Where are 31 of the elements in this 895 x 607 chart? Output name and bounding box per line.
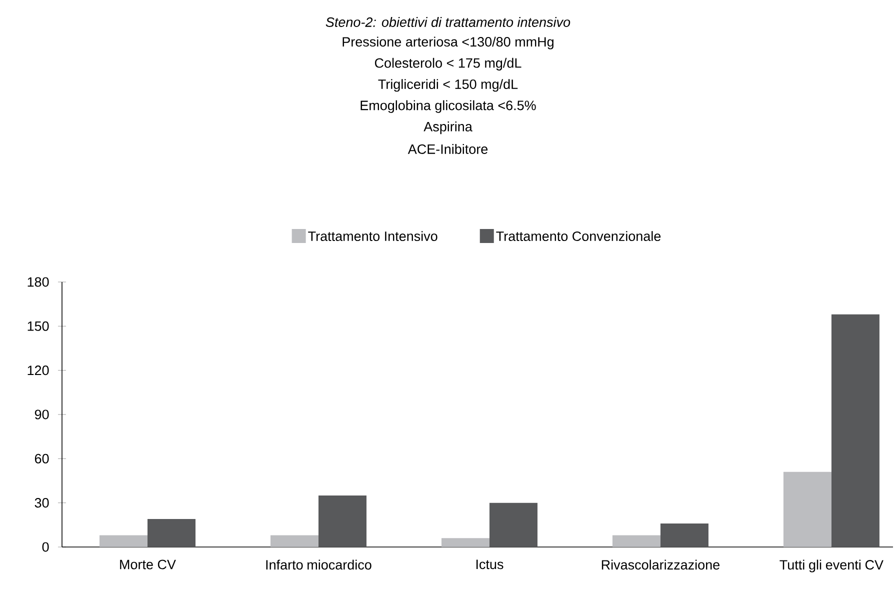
bar	[441, 538, 490, 547]
x-tick-label: Infarto miocardico	[266, 560, 372, 570]
y-tick-label: 180	[28, 277, 49, 287]
text: ACE-Inibitore	[408, 144, 488, 154]
y-tick-label: 0	[42, 542, 49, 552]
text: Emoglobina glicosilata <6.5%	[360, 100, 536, 113]
bar	[612, 535, 660, 547]
text: Trigliceridi < 150 mg/dL	[378, 79, 518, 92]
chart-title: Steno-2: obiettivi di trattamento intensivo	[326, 17, 570, 27]
text: Pressione arteriosa <130/80 mmHg	[342, 36, 554, 50]
y-tick-label: 30	[34, 498, 49, 508]
legend-label: Trattamento Convenzionale	[496, 231, 661, 242]
x-tick-label: Tutti gli eventi CV	[780, 560, 884, 572]
bar	[318, 495, 366, 547]
y-tick-label: 90	[34, 410, 49, 420]
bar	[783, 472, 832, 547]
bar	[660, 523, 708, 547]
y-tick-label: 150	[28, 321, 49, 331]
x-tick-label: Rivascolarizzazione	[602, 560, 720, 570]
bar	[270, 535, 318, 547]
text: Colesterolo < 175 mg/dL	[374, 58, 522, 70]
y-tick-label: 120	[28, 366, 49, 376]
y-tick-label: 60	[34, 454, 49, 464]
bar	[99, 535, 148, 547]
bar	[831, 314, 880, 547]
x-tick-label: Morte CV	[120, 560, 176, 570]
legend-label: Trattamento Intensivo	[308, 231, 438, 242]
text: Aspirina	[424, 122, 472, 134]
bar	[147, 519, 196, 547]
bar	[489, 502, 538, 547]
x-tick-label: Ictus	[476, 560, 504, 570]
